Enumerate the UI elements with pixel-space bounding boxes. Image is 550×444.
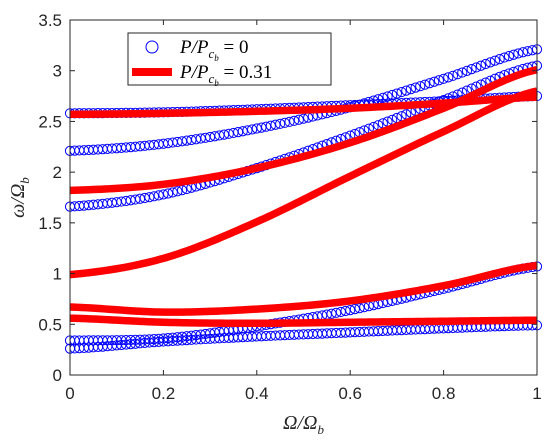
series-0-curve-1-point (345, 304, 356, 316)
y-tick-label: 0 (53, 366, 62, 385)
series-0-curve-3-point (293, 114, 304, 125)
y-tick-label: 1 (53, 265, 62, 284)
series-0-curve-2-point (158, 189, 169, 200)
series-0-curve-3-point (452, 69, 463, 80)
legend-label-series-1: P/Pcb = 0.31 (179, 62, 272, 88)
y-tick-label: 2.5 (38, 112, 62, 131)
y-tick-label: 2 (53, 163, 62, 182)
series-0-curve-3-point (429, 76, 440, 87)
series-0-curve-2-point (172, 186, 183, 197)
x-tick-label: 0.6 (338, 384, 362, 403)
series-0-curve-3-point (457, 67, 468, 78)
ticks-layer: 0 0.2 0.4 0.6 0.8 1 0 0.5 1 1.5 2 2.5 3 3.5 (38, 11, 541, 403)
y-tick-label: 3 (53, 62, 62, 81)
series-0-curve-3-point (438, 73, 449, 84)
series-0-curve-3-point (499, 52, 510, 63)
series-0-curve-3-point (475, 60, 487, 71)
series-0-curve-2-point (162, 188, 174, 199)
series-1-curve-0 (69, 314, 538, 328)
series-1-curve-1 (69, 261, 538, 316)
series-0-curve-2-point (153, 190, 164, 201)
series-0-curve-3-point (480, 58, 491, 70)
series-0-curve-3-point (433, 75, 445, 86)
y-tick-label: 1.5 (38, 214, 62, 233)
legend: P/Pcb = 0 P/Pcb = 0.31 (127, 32, 332, 88)
series-1-curve-2 (69, 87, 538, 279)
series-0-curve-3-point (513, 48, 524, 59)
series-1-curve-4 (69, 93, 538, 119)
series-0-curve-3-point (508, 49, 519, 60)
series-0-curve-3-point (471, 62, 482, 73)
x-tick-label: 1 (532, 384, 541, 403)
series-0-curve-3-point (275, 118, 286, 129)
legend-label-series-0: P/Pcb = 0 (179, 37, 249, 63)
series-0-curve-3-point (270, 119, 281, 130)
x-tick-label: 0.4 (245, 384, 269, 403)
y-tick-label: 3.5 (38, 11, 62, 30)
series-0-curve-3-point (284, 116, 295, 127)
series-0-curve-3-point (424, 78, 435, 89)
x-tick-label: 0 (65, 384, 74, 403)
y-axis-label: ω/Ωb (7, 177, 32, 218)
x-tick-label: 0.2 (152, 384, 176, 403)
y-tick-label: 0.5 (38, 315, 62, 334)
series-0-curve-3-point (382, 91, 393, 102)
series-0-curve-3-point (279, 117, 290, 128)
series-0-curve-3-point (419, 79, 431, 90)
series-0-curve-3-point (443, 72, 454, 83)
series-0-curve-3-point (387, 89, 398, 101)
series-0-curve-3-point (461, 65, 473, 76)
series-0-curve-3-point (517, 47, 529, 58)
series-0-curve-3-point (447, 70, 459, 81)
series-0-curve-3-point (410, 82, 421, 93)
series-0-curve-1-point (349, 304, 360, 315)
series-0-curve-3-point (466, 64, 477, 75)
series-0-curve-2-point (167, 187, 178, 198)
x-tick-label: 0.8 (432, 384, 456, 403)
legend-box (127, 32, 332, 86)
lines-layer (69, 66, 538, 328)
series-0-curve-3-point (489, 55, 501, 66)
series-0-curve-1-point (354, 303, 365, 314)
series-0-curve-3-point (485, 57, 496, 68)
legend-marker-series-0 (145, 40, 159, 54)
series-0-curve-3-point (415, 81, 426, 92)
axes-box (69, 19, 538, 376)
series-0-curve-3-point (261, 121, 272, 132)
series-0-curve-3-point (405, 84, 417, 95)
x-axis-label: Ω/Ωb (283, 412, 324, 437)
series-0-curve-3-point (503, 51, 515, 62)
series-0-curve-3-point (396, 86, 407, 98)
series-0-curve-3-point (298, 113, 309, 124)
series-0-curve-3-point (289, 115, 300, 126)
series-0-curve-3-point (494, 54, 505, 65)
series-0-curve-3-point (265, 120, 276, 131)
series-0-curve-3-point (401, 85, 412, 96)
